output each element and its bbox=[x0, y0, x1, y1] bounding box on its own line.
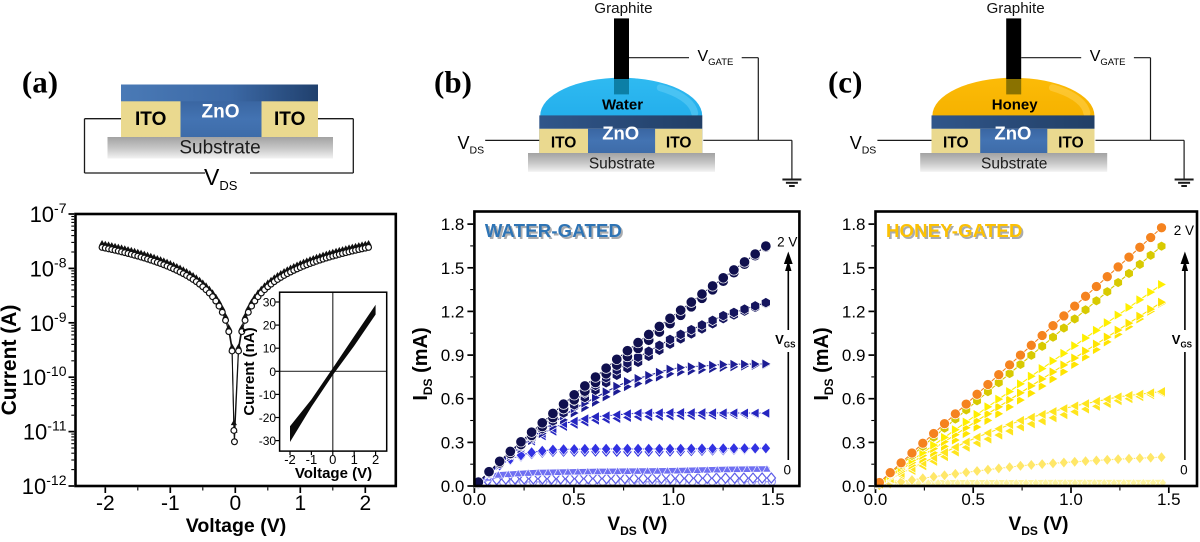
svg-text:ITO: ITO bbox=[943, 134, 969, 151]
svg-text:ITO: ITO bbox=[666, 134, 692, 151]
svg-text:-30: -30 bbox=[259, 434, 277, 448]
svg-text:ITO: ITO bbox=[135, 109, 166, 130]
svg-text:VDS (V): VDS (V) bbox=[607, 514, 667, 538]
svg-text:-20: -20 bbox=[259, 411, 277, 425]
svg-text:ZnO: ZnO bbox=[602, 123, 639, 144]
svg-text:0.9: 0.9 bbox=[842, 346, 866, 365]
svg-text:2 V: 2 V bbox=[1174, 223, 1194, 238]
svg-text:Voltage (V): Voltage (V) bbox=[186, 515, 286, 537]
svg-text:1.8: 1.8 bbox=[441, 215, 465, 234]
svg-text:Current (nA): Current (nA) bbox=[241, 327, 258, 415]
svg-text:10-12: 10-12 bbox=[22, 472, 67, 499]
svg-text:0.3: 0.3 bbox=[441, 433, 465, 452]
svg-text:(b): (b) bbox=[434, 65, 472, 100]
svg-text:Substrate: Substrate bbox=[179, 138, 260, 159]
svg-text:2: 2 bbox=[372, 452, 379, 467]
svg-text:WATER-GATED: WATER-GATED bbox=[485, 220, 622, 241]
svg-text:2: 2 bbox=[359, 492, 371, 515]
svg-text:WATER-GATED: WATER-GATED bbox=[487, 222, 624, 243]
svg-text:0.0: 0.0 bbox=[463, 490, 487, 509]
svg-text:-2: -2 bbox=[96, 492, 115, 515]
svg-text:Voltage (V): Voltage (V) bbox=[295, 465, 372, 482]
svg-text:20: 20 bbox=[263, 319, 277, 333]
svg-text:1.8: 1.8 bbox=[842, 215, 866, 234]
svg-text:HONEY-GATED: HONEY-GATED bbox=[886, 220, 1023, 241]
svg-text:Substrate: Substrate bbox=[589, 155, 655, 172]
svg-text:10: 10 bbox=[263, 342, 277, 356]
svg-text:0.5: 0.5 bbox=[961, 490, 985, 509]
svg-text:Water: Water bbox=[602, 97, 643, 114]
svg-text:1: 1 bbox=[351, 452, 358, 467]
svg-text:1.2: 1.2 bbox=[441, 302, 465, 321]
svg-text:0.3: 0.3 bbox=[842, 433, 866, 452]
svg-text:ITO: ITO bbox=[551, 134, 577, 151]
svg-text:ITO: ITO bbox=[274, 109, 305, 130]
svg-text:-10: -10 bbox=[259, 388, 277, 402]
svg-text:1.2: 1.2 bbox=[842, 302, 866, 321]
svg-text:VDS (V): VDS (V) bbox=[1009, 514, 1069, 538]
svg-text:0.0: 0.0 bbox=[864, 490, 888, 509]
svg-text:ZnO: ZnO bbox=[202, 102, 240, 123]
svg-text:-1: -1 bbox=[306, 452, 318, 467]
svg-text:0: 0 bbox=[784, 463, 792, 478]
svg-text:Honey: Honey bbox=[992, 97, 1039, 114]
svg-text:(a): (a) bbox=[22, 65, 58, 100]
svg-text:0.5: 0.5 bbox=[562, 490, 586, 509]
svg-text:1.0: 1.0 bbox=[1059, 490, 1083, 509]
svg-text:1.5: 1.5 bbox=[842, 259, 866, 278]
svg-text:IDS (mA): IDS (mA) bbox=[410, 327, 435, 400]
svg-text:1.0: 1.0 bbox=[662, 490, 686, 509]
svg-text:0.9: 0.9 bbox=[441, 346, 465, 365]
svg-text:0: 0 bbox=[329, 452, 336, 467]
svg-text:Current (A): Current (A) bbox=[0, 305, 21, 416]
svg-text:0.0: 0.0 bbox=[441, 477, 465, 496]
svg-text:-1: -1 bbox=[161, 492, 180, 515]
svg-text:0.6: 0.6 bbox=[441, 390, 465, 409]
svg-text:0.0: 0.0 bbox=[842, 477, 866, 496]
svg-text:HONEY-GATED: HONEY-GATED bbox=[888, 222, 1025, 243]
svg-text:1: 1 bbox=[294, 492, 306, 515]
svg-text:30: 30 bbox=[263, 296, 277, 310]
svg-text:0: 0 bbox=[229, 492, 241, 515]
svg-text:Substrate: Substrate bbox=[981, 155, 1047, 172]
svg-text:0: 0 bbox=[1180, 463, 1188, 478]
svg-text:Graphite: Graphite bbox=[986, 0, 1044, 17]
svg-text:2 V: 2 V bbox=[777, 235, 797, 250]
svg-text:ZnO: ZnO bbox=[994, 123, 1031, 144]
svg-text:1.5: 1.5 bbox=[441, 259, 465, 278]
svg-text:1.5: 1.5 bbox=[761, 490, 785, 509]
svg-text:0: 0 bbox=[269, 365, 276, 379]
svg-text:-2: -2 bbox=[284, 452, 296, 467]
svg-text:0.6: 0.6 bbox=[842, 390, 866, 409]
svg-text:Graphite: Graphite bbox=[594, 0, 652, 17]
svg-text:1.5: 1.5 bbox=[1157, 490, 1181, 509]
svg-text:(c): (c) bbox=[828, 65, 862, 100]
svg-text:ITO: ITO bbox=[1058, 134, 1084, 151]
